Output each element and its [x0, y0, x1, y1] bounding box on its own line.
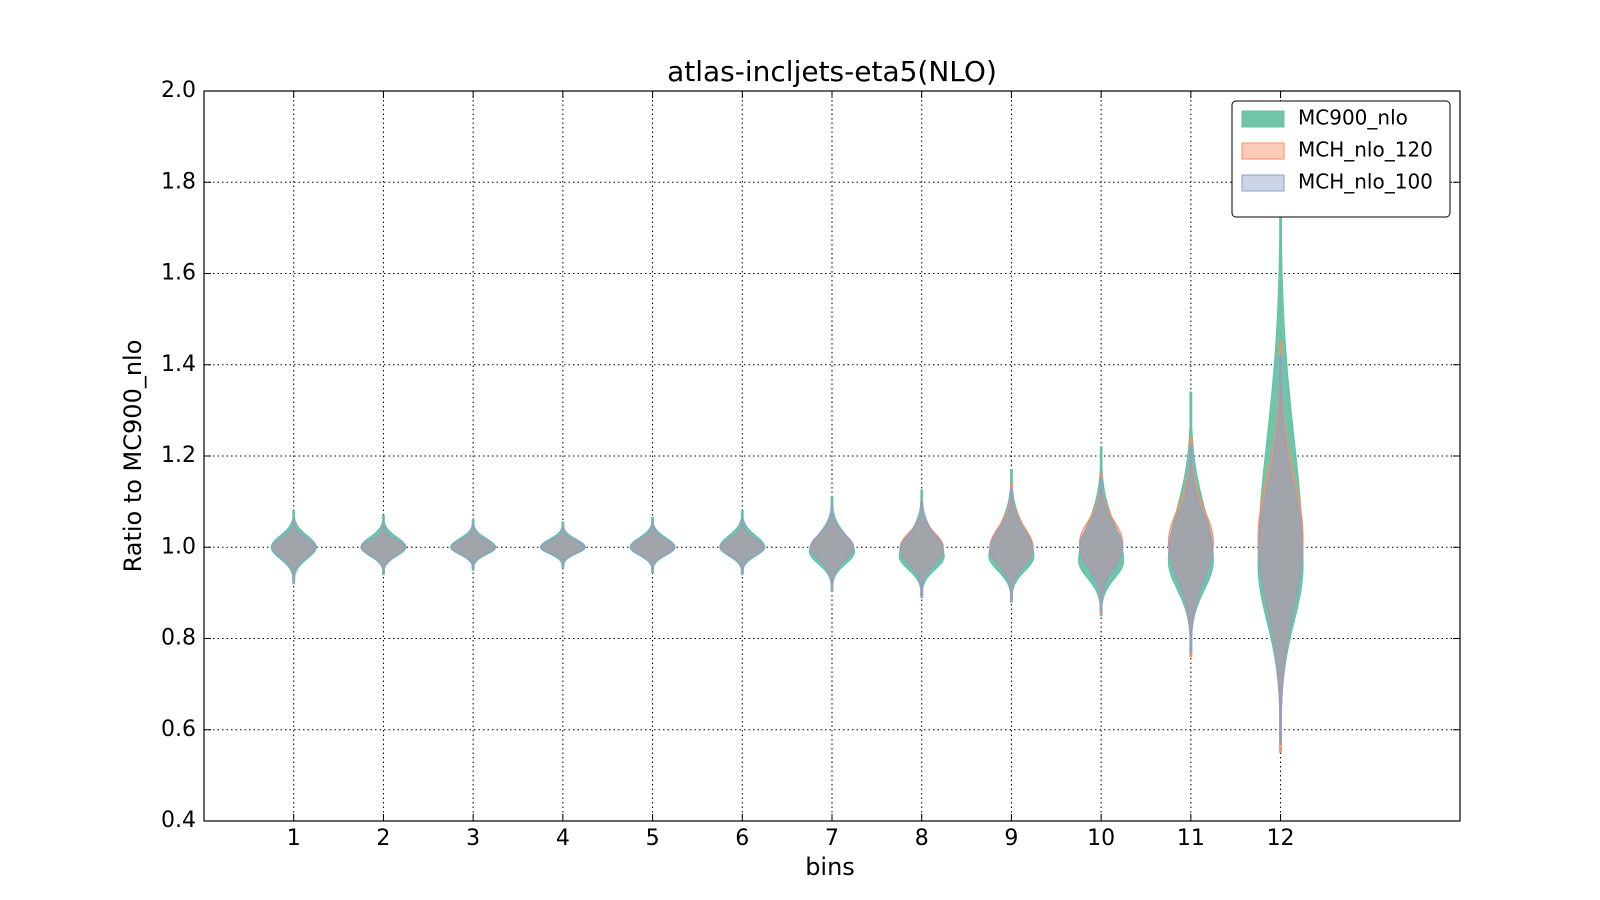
x-tick-label: 8	[915, 826, 929, 851]
violin	[540, 526, 585, 567]
x-axis-label: bins	[805, 853, 855, 881]
violin	[809, 505, 855, 589]
violin	[1079, 478, 1124, 612]
x-tick-label: 2	[376, 826, 390, 851]
violin	[720, 519, 765, 573]
x-tick-label: 11	[1177, 826, 1205, 851]
x-tick-label: 10	[1087, 826, 1115, 851]
y-tick-label: 1.2	[161, 443, 196, 468]
x-tick-label: 12	[1267, 826, 1295, 851]
y-axis-label: Ratio to MC900_nlo	[119, 340, 147, 573]
chart-title: atlas-incljets-eta5(NLO)	[667, 55, 997, 88]
violin	[271, 519, 316, 580]
legend-box	[1231, 100, 1451, 218]
x-tick-label: 9	[1004, 826, 1018, 851]
legend-label: MCH_nlo_120	[1298, 138, 1433, 162]
y-tick-label: 1.6	[161, 261, 196, 286]
legend: MC900_nlo MCH_nlo_120 MCH_nlo_100	[1231, 100, 1451, 218]
y-tick-label: 0.8	[161, 626, 196, 651]
violin	[899, 501, 944, 596]
violin	[451, 523, 496, 569]
x-tick-label: 5	[646, 826, 660, 851]
x-tick-label: 3	[466, 826, 480, 851]
y-tick-label: 0.4	[161, 808, 196, 833]
x-tick-label: 4	[556, 826, 570, 851]
x-tick-label: 1	[287, 826, 301, 851]
y-tick-label: 1.0	[161, 534, 196, 559]
violins	[270, 163, 1304, 754]
violin	[989, 487, 1034, 601]
legend-label: MCH_nlo_100	[1298, 170, 1433, 194]
y-tick-label: 1.4	[161, 352, 196, 377]
x-tick-label: 6	[735, 826, 749, 851]
ticks: 0.40.60.81.01.21.41.61.82.01 2 3 4 5 6 7 8 9 10 11…	[161, 78, 1460, 851]
violin	[1168, 446, 1213, 653]
violin	[630, 521, 675, 571]
violin	[1258, 355, 1303, 745]
y-tick-label: 1.8	[161, 169, 196, 194]
legend-swatch	[1241, 110, 1285, 128]
legend-label: MC900_nlo	[1298, 106, 1408, 130]
x-tick-label: 7	[825, 826, 839, 851]
legend-swatch	[1241, 174, 1285, 192]
legend-swatch	[1241, 142, 1285, 160]
y-tick-label: 0.6	[161, 717, 196, 742]
y-tick-label: 2.0	[161, 78, 196, 103]
violin	[361, 523, 406, 573]
